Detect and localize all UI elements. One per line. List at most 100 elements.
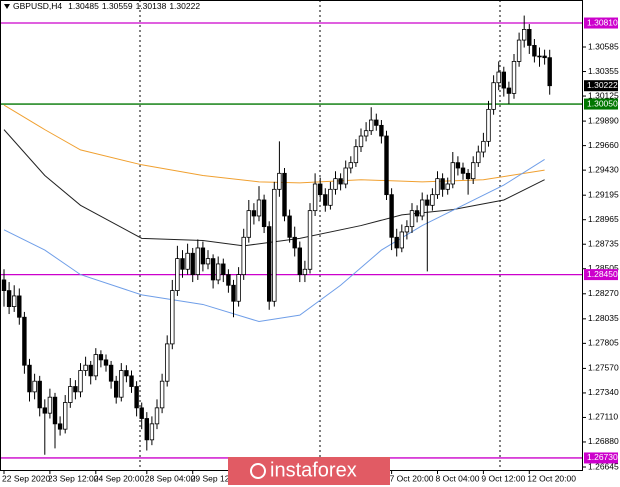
candle-body <box>246 210 251 238</box>
candle-body <box>374 119 379 126</box>
x-tick-label: 29 Sep 12:00 <box>191 473 242 483</box>
candle-body <box>83 364 88 371</box>
candle-body <box>425 199 430 206</box>
candle-body <box>1 279 7 291</box>
header-value: 1.30485 <box>68 1 99 11</box>
x-tick-label: 22 Sep 2020 <box>2 473 50 483</box>
candle-body <box>312 183 318 212</box>
candle-body <box>175 258 180 291</box>
candle-body <box>73 386 78 393</box>
y-tick-label: 1.28735 <box>588 238 619 248</box>
candle-body <box>287 215 292 238</box>
candle-body <box>409 210 415 228</box>
candle-body <box>221 263 226 276</box>
header-icon <box>4 4 10 9</box>
candle-body <box>195 247 200 276</box>
watermark: instaforex <box>228 457 390 485</box>
candle-body <box>37 380 42 409</box>
candle-body <box>506 87 512 94</box>
candle-body <box>501 71 506 89</box>
price-label: 1.30050 <box>587 98 618 108</box>
candle-body <box>256 199 262 217</box>
candle-body <box>57 423 63 430</box>
y-tick-label: 1.29195 <box>588 189 619 199</box>
candle-body <box>154 407 160 425</box>
watermark-box <box>228 457 390 485</box>
candle-body <box>338 178 343 185</box>
candle-body <box>430 194 435 206</box>
x-tick-label: 9 Oct 12:00 <box>481 473 525 483</box>
x-tick-label: 24 Sep 20:00 <box>94 473 145 483</box>
candle-body <box>119 370 124 398</box>
candle-body <box>542 55 547 59</box>
candle-body <box>144 418 149 441</box>
price-label: 1.26730 <box>587 452 618 462</box>
candle-body <box>368 119 374 132</box>
price-label: 1.30810 <box>587 17 618 27</box>
symbol: GBPUSD,H4 <box>13 1 62 11</box>
candle-body <box>455 162 461 169</box>
candle-body <box>32 380 37 393</box>
y-tick-label: 1.29890 <box>588 115 619 125</box>
candle-body <box>511 61 517 94</box>
candle-body <box>139 407 144 419</box>
candle-body <box>6 290 12 307</box>
candle-body <box>379 124 384 137</box>
candle-body <box>170 290 175 345</box>
chart-header: GBPUSD,H4 1.30485 1.30559 1.30138 1.30222 <box>13 1 200 11</box>
moving-average <box>3 129 545 247</box>
candle-body <box>333 178 338 190</box>
candle-body <box>435 178 440 196</box>
candle-body <box>93 354 98 377</box>
candle-body <box>261 199 267 228</box>
candle-body <box>343 167 348 185</box>
price-label-box <box>584 80 618 92</box>
candle-body <box>445 183 450 190</box>
y-tick-label: 1.27340 <box>588 387 619 397</box>
candle-body <box>419 199 425 217</box>
candle-body <box>251 210 257 217</box>
candle-body <box>486 108 491 142</box>
candle-body <box>328 188 333 206</box>
candle-body <box>292 236 297 249</box>
candle-body <box>323 194 328 206</box>
candle-body <box>465 172 471 180</box>
x-tick-label: 8 Oct 04:00 <box>436 473 480 483</box>
moving-average <box>3 159 545 323</box>
y-tick-label: 1.28965 <box>588 214 619 224</box>
candle-body <box>317 183 323 196</box>
candle-body <box>389 194 394 238</box>
plot-area <box>0 0 582 470</box>
candle-body <box>47 396 53 414</box>
y-tick-label: 1.30125 <box>588 90 619 100</box>
candle-body <box>277 172 282 190</box>
candle-body <box>236 274 241 302</box>
candle-body <box>532 45 537 57</box>
candle-body <box>78 370 83 393</box>
candle-body <box>180 258 185 270</box>
candle-body <box>63 402 68 430</box>
candle-body <box>460 167 466 174</box>
candle-body <box>52 396 58 425</box>
candle-body <box>470 162 476 180</box>
candle-body <box>17 295 22 318</box>
candle-body <box>282 172 287 217</box>
candle-body <box>190 252 195 276</box>
candle-body <box>496 71 501 84</box>
y-tick-label: 1.27805 <box>588 338 619 348</box>
header-value: 1.30138 <box>136 1 167 11</box>
price-label: 1.30222 <box>587 80 618 90</box>
x-tick-label: 23 Sep 12:00 <box>48 473 99 483</box>
price-label-box <box>584 452 618 464</box>
y-tick-label: 1.30355 <box>588 66 619 76</box>
candle-body <box>272 188 277 302</box>
candle-body <box>491 82 496 110</box>
candle-body <box>440 178 445 190</box>
candle-body <box>450 162 455 185</box>
candle-body <box>414 210 420 217</box>
candle-body <box>353 146 359 164</box>
y-tick-label: 1.27110 <box>588 412 618 422</box>
candle-body <box>266 226 272 302</box>
candle-body <box>516 39 522 62</box>
